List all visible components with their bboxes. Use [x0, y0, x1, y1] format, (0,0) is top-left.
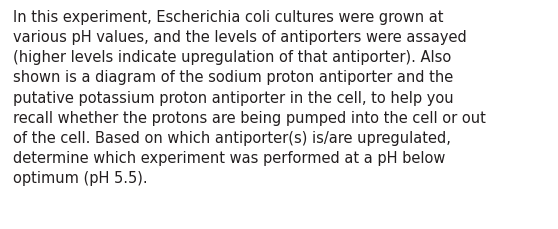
Text: In this experiment, Escherichia coli cultures were grown at
various pH values, a: In this experiment, Escherichia coli cul… — [13, 10, 486, 185]
